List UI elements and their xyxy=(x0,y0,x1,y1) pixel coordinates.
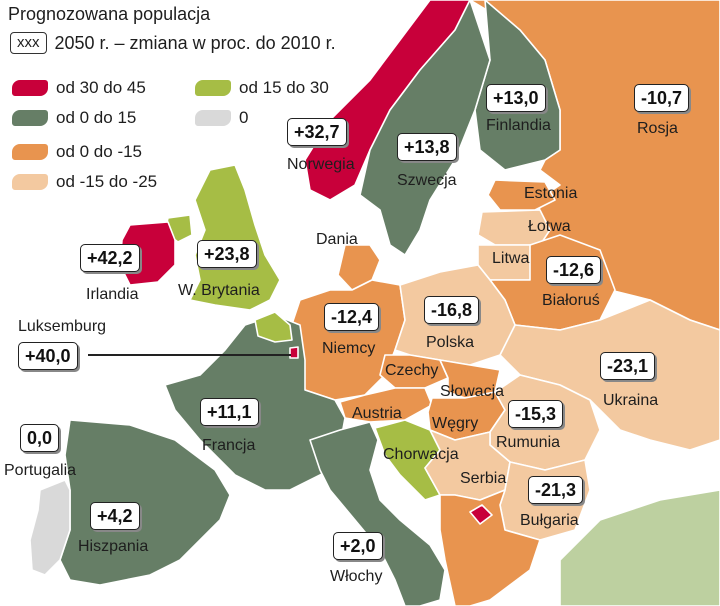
name-poland: Polska xyxy=(426,334,475,351)
legend-swatch xyxy=(12,144,48,160)
legend-swatch xyxy=(195,80,231,96)
legend-label: 0 xyxy=(239,108,249,127)
value-italy: +2,0 xyxy=(333,532,383,560)
name-france: Francja xyxy=(202,437,256,454)
region-great-britain xyxy=(189,164,281,311)
legend-item-zero: 0 xyxy=(195,108,248,128)
name-portugal: Portugalia xyxy=(4,462,77,479)
legend-title: Prognozowana populacja xyxy=(8,4,211,24)
region-luxembourg xyxy=(289,346,299,359)
value-france: +11,1 xyxy=(200,398,259,426)
region-small-red xyxy=(469,504,493,525)
name-bulgaria: Bułgaria xyxy=(520,512,579,529)
name-luxembourg: Luksemburg xyxy=(18,318,107,335)
value-portugal: 0,0 xyxy=(20,424,60,452)
name-finland: Finlandia xyxy=(486,117,551,134)
legend-subtitle: 2050 r. – zmiana w proc. do 2010 r. xyxy=(54,32,336,53)
name-czech: Czechy xyxy=(385,362,439,379)
legend-label: od 15 do 30 xyxy=(239,78,329,97)
value-bulgaria: -21,3 xyxy=(528,476,584,504)
legend-swatch xyxy=(12,174,48,190)
luxembourg-leader-line xyxy=(88,354,291,356)
name-ukraine: Ukraina xyxy=(603,392,659,409)
name-serbia: Serbia xyxy=(460,470,507,487)
value-great-britain: +23,8 xyxy=(197,240,257,268)
value-luxembourg: +40,0 xyxy=(18,342,78,370)
name-croatia: Chorwacja xyxy=(383,446,459,463)
legend-label: od -15 do -25 xyxy=(56,172,158,191)
value-spain: +4,2 xyxy=(90,502,140,530)
region-turkey xyxy=(559,489,720,606)
name-austria: Austria xyxy=(352,405,402,422)
name-latvia: Łotwa xyxy=(528,218,571,235)
name-belarus: Białoruś xyxy=(542,292,600,309)
name-estonia: Estonia xyxy=(524,185,578,202)
legend-swatch xyxy=(195,110,231,126)
legend-swatch xyxy=(12,110,48,126)
name-great-britain: W. Brytania xyxy=(178,282,260,299)
name-spain: Hiszpania xyxy=(78,538,149,555)
name-ireland: Irlandia xyxy=(86,286,139,303)
name-germany: Niemcy xyxy=(322,340,376,357)
value-germany: -12,4 xyxy=(324,303,380,331)
legend-item-30-45: od 30 do 45 xyxy=(12,78,146,98)
region-sweden xyxy=(359,0,491,256)
legend-label: od 0 do -15 xyxy=(56,142,143,161)
region-benelux xyxy=(254,311,293,343)
region-portugal xyxy=(29,479,71,576)
name-russia: Rosja xyxy=(637,120,678,137)
name-hungary: Węgry xyxy=(432,415,479,432)
legend-item-15-30: od 15 do 30 xyxy=(195,78,329,98)
value-poland: -16,8 xyxy=(424,296,480,324)
legend-sample-box: xxx xyxy=(10,32,47,54)
value-norway: +32,7 xyxy=(287,118,347,146)
region-italy xyxy=(309,421,446,606)
value-ireland: +42,2 xyxy=(80,244,140,272)
name-romania: Rumunia xyxy=(496,434,561,451)
name-slovakia: Słowacja xyxy=(440,383,505,400)
name-lithuania: Litwa xyxy=(492,250,530,267)
value-sweden: +13,8 xyxy=(397,133,457,161)
legend-subtitle-row: xxx 2050 r. – zmiana w proc. do 2010 r. xyxy=(10,32,336,54)
legend-label: od 0 do 15 xyxy=(56,108,137,127)
value-belarus: -12,6 xyxy=(546,256,602,284)
name-norway: Norwegia xyxy=(287,156,355,173)
region-czech xyxy=(379,354,449,389)
legend-label: od 30 do 45 xyxy=(56,78,146,97)
name-italy: Włochy xyxy=(330,568,383,585)
value-romania: -15,3 xyxy=(508,400,564,428)
legend-item-0-neg15: od 0 do -15 xyxy=(12,142,142,162)
value-finland: +13,0 xyxy=(486,84,546,112)
legend-item-0-15: od 0 do 15 xyxy=(12,108,136,128)
value-russia: -10,7 xyxy=(634,84,690,112)
name-sweden: Szwecja xyxy=(397,172,457,189)
name-denmark: Dania xyxy=(316,231,358,248)
region-balkans-south xyxy=(439,489,541,606)
legend-item-neg15-neg25: od -15 do -25 xyxy=(12,172,157,192)
value-ukraine: -23,1 xyxy=(600,352,656,380)
legend-swatch xyxy=(12,80,48,96)
